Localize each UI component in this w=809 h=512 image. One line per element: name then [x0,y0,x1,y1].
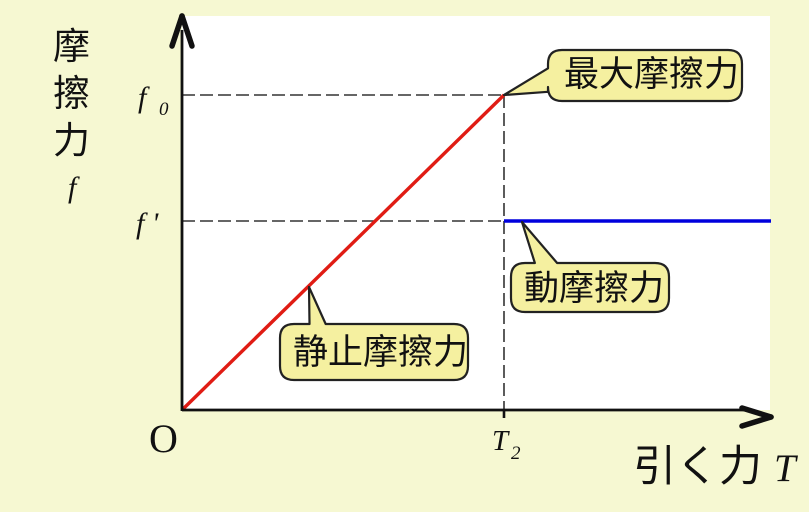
svg-text:T: T [774,447,798,490]
svg-text:0: 0 [159,99,169,120]
svg-text:擦: 擦 [53,73,90,114]
svg-text:最大摩擦力: 最大摩擦力 [564,55,739,94]
svg-text:O: O [149,416,178,461]
svg-text:2: 2 [511,443,521,464]
svg-text:静止摩擦力: 静止摩擦力 [293,333,468,372]
svg-text:T: T [492,425,510,457]
svg-text:動摩擦力: 動摩擦力 [524,269,664,308]
svg-text:f ': f ' [136,207,159,240]
svg-text:摩: 摩 [53,26,90,67]
svg-text:力: 力 [53,120,90,161]
svg-text:引く力: 引く力 [633,443,762,491]
